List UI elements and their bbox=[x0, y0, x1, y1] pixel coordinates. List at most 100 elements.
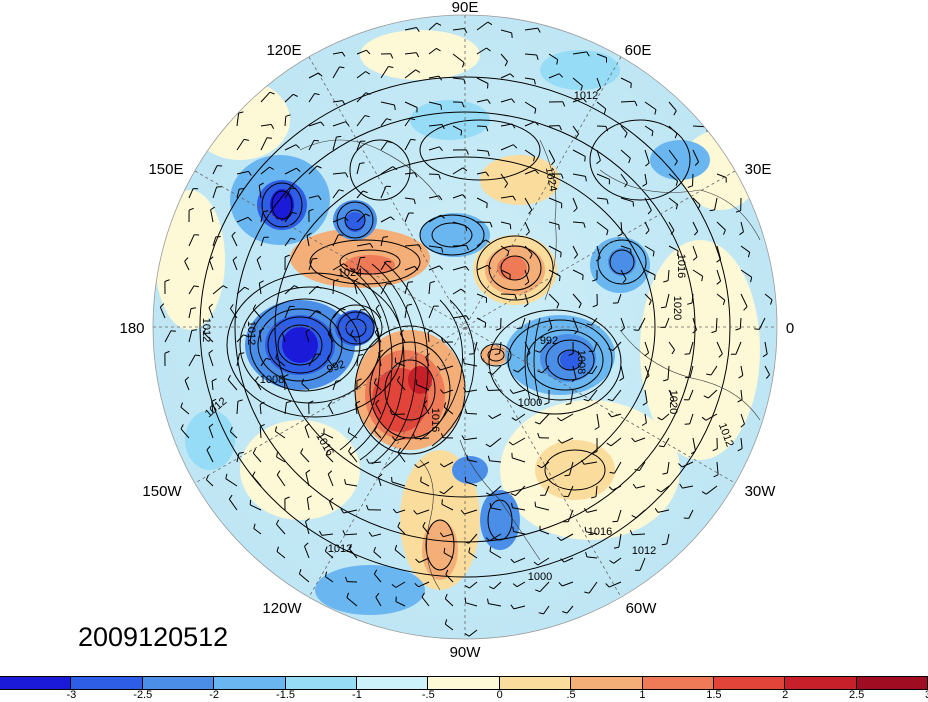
wind-barb-flag bbox=[468, 547, 471, 553]
wind-barb bbox=[418, 557, 430, 563]
wind-barb-flag bbox=[222, 285, 228, 289]
wind-barb bbox=[614, 461, 622, 474]
wind-barb bbox=[620, 317, 626, 329]
wind-barb-flag bbox=[559, 125, 562, 131]
wind-barb bbox=[260, 166, 270, 175]
wind-barb-flag bbox=[578, 303, 582, 309]
wind-barb bbox=[500, 195, 514, 199]
lon-label-0: 0 bbox=[786, 320, 794, 337]
wind-barb-flag bbox=[441, 499, 443, 505]
wind-barb bbox=[236, 113, 240, 127]
wind-barb bbox=[644, 197, 652, 211]
wind-barb bbox=[276, 551, 286, 559]
wind-barb-flag bbox=[270, 124, 275, 129]
wind-barb-flag bbox=[408, 281, 414, 283]
wind-barb bbox=[284, 116, 287, 127]
wind-barb-flag bbox=[558, 224, 560, 230]
wind-barb-flag bbox=[678, 463, 683, 468]
wind-barb bbox=[259, 330, 262, 343]
wind-barb-flag bbox=[436, 365, 441, 371]
wind-barb-flag bbox=[537, 370, 543, 374]
wind-barb-flag bbox=[509, 224, 512, 230]
wind-barb bbox=[348, 548, 358, 559]
wind-barb bbox=[667, 269, 670, 281]
negative-anomaly-shading bbox=[185, 50, 710, 615]
wind-barb-flag bbox=[568, 353, 574, 356]
wind-barb-flag bbox=[348, 446, 352, 452]
wind-barb-flag bbox=[632, 483, 637, 489]
wind-barb bbox=[327, 473, 334, 487]
wind-barb bbox=[346, 597, 358, 607]
wind-barb bbox=[380, 141, 388, 151]
wind-barb bbox=[452, 77, 464, 80]
wind-barb bbox=[404, 265, 415, 271]
wind-barb-flag bbox=[313, 139, 319, 142]
wind-barb bbox=[252, 308, 262, 319]
wind-barb bbox=[490, 507, 502, 511]
wind-barb bbox=[308, 195, 319, 199]
wind-barb-flag bbox=[444, 593, 448, 599]
wind-barb bbox=[644, 101, 657, 111]
wind-barb bbox=[327, 333, 334, 343]
colorbar-swatch bbox=[285, 677, 357, 689]
wind-barb-flag bbox=[366, 504, 369, 510]
wind-barb-flag bbox=[209, 256, 214, 261]
wind-barb-flag bbox=[164, 279, 170, 282]
wind-barb bbox=[374, 430, 382, 439]
wind-barb bbox=[281, 332, 286, 343]
wind-barb bbox=[572, 221, 584, 224]
wind-barb bbox=[308, 285, 318, 295]
wind-barb bbox=[692, 245, 698, 258]
wind-barb bbox=[428, 195, 440, 199]
wind-barb-flag bbox=[239, 352, 245, 355]
wind-barb bbox=[476, 99, 488, 103]
wind-barb bbox=[593, 341, 598, 352]
wind-barb-flag bbox=[462, 167, 468, 172]
wind-barb-flag bbox=[463, 28, 468, 34]
wind-barb bbox=[380, 283, 388, 295]
wind-barb-flag bbox=[487, 264, 492, 270]
wind-barb-flag bbox=[386, 260, 392, 263]
wind-barb bbox=[464, 509, 478, 515]
wind-barb-flag bbox=[305, 328, 310, 333]
wind-barb bbox=[328, 404, 334, 415]
wind-barb bbox=[356, 92, 367, 103]
wind-barb-flag bbox=[608, 348, 614, 351]
wind-barb bbox=[232, 259, 238, 271]
wind-barb-flag bbox=[208, 349, 214, 354]
wind-barb-flag bbox=[368, 531, 373, 537]
wind-barb-flag bbox=[377, 473, 383, 478]
wind-barb bbox=[740, 269, 752, 278]
wind-barb-flag bbox=[488, 414, 493, 419]
wind-barb bbox=[452, 28, 465, 31]
wind-barb-flag bbox=[374, 426, 378, 432]
wind-barb bbox=[208, 353, 214, 367]
lon-label-30e: 30E bbox=[745, 161, 772, 178]
wind-barb-flag bbox=[269, 166, 275, 170]
wind-barb bbox=[284, 306, 291, 319]
wind-barb-flag bbox=[410, 138, 416, 141]
wind-barb bbox=[716, 461, 719, 475]
colorbar-swatch bbox=[856, 677, 928, 689]
contour-label: 1016 bbox=[429, 408, 441, 432]
wind-barb bbox=[476, 239, 486, 247]
wind-barb bbox=[394, 549, 406, 559]
wind-barb-flag bbox=[318, 72, 323, 77]
lon-label-60w: 60W bbox=[626, 600, 658, 617]
wind-barb bbox=[427, 332, 430, 343]
wind-barb bbox=[541, 365, 550, 374]
wind-barb-flag bbox=[252, 471, 256, 477]
wind-barb bbox=[489, 533, 502, 542]
wind-barb-flag bbox=[534, 501, 537, 507]
wind-barb bbox=[284, 187, 292, 199]
wind-barb bbox=[443, 552, 454, 559]
colorbar-tick-label: 1 bbox=[639, 689, 646, 701]
wind-barb bbox=[428, 75, 440, 79]
wind-barb bbox=[423, 404, 430, 415]
wind-barb bbox=[490, 485, 502, 496]
wind-barb-flag bbox=[574, 330, 579, 335]
wind-barb bbox=[764, 341, 768, 355]
wind-barb-flag bbox=[392, 508, 397, 514]
wind-barb bbox=[356, 141, 361, 151]
colorbar-swatch bbox=[0, 677, 72, 689]
